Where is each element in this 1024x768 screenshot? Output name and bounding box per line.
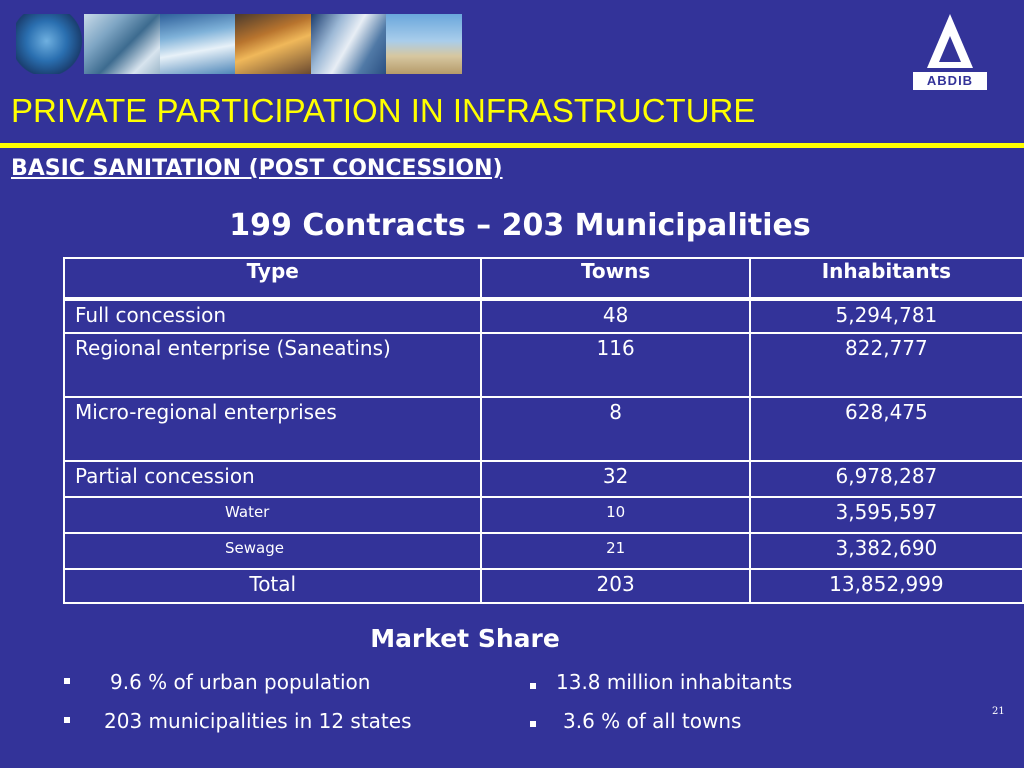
bullet-icon: [64, 717, 70, 723]
page-subtitle: BASIC SANITATION (POST CONCESSION): [11, 156, 503, 181]
table-total-row: Total 203 13,852,999: [62, 568, 1024, 604]
table-row: Partial concession 32 6,978,287: [62, 460, 1024, 498]
table-row: Micro-regional enterprises 8 628,475: [62, 396, 1024, 462]
cell-inhabitants: 3,382,690: [748, 532, 1024, 570]
page-title: PRIVATE PARTICIPATION IN INFRASTRUCTURE: [11, 92, 756, 129]
cell-inhabitants: 3,595,597: [748, 496, 1024, 534]
column-header-inhabitants: Inhabitants: [748, 257, 1024, 301]
bullet-icon: [64, 678, 70, 684]
abdib-logo-icon: [927, 14, 973, 68]
sanitation-table: Type Towns Inhabitants Full concession 4…: [62, 257, 1024, 604]
cell-towns: 10: [480, 496, 751, 534]
market-share-item: 9.6 % of urban population: [110, 670, 371, 694]
column-header-type: Type: [62, 257, 483, 301]
cell-type: Partial concession: [62, 460, 483, 498]
cell-type: Regional enterprise (Saneatins): [62, 332, 483, 398]
cell-inhabitants: 13,852,999: [748, 568, 1024, 604]
cell-type: Micro-regional enterprises: [62, 396, 483, 462]
market-share-item: 203 municipalities in 12 states: [104, 709, 412, 733]
industry-photo: [235, 14, 311, 74]
section-heading: 199 Contracts – 203 Municipalities: [229, 208, 811, 243]
globe-logo-photo: [16, 14, 84, 74]
cell-inhabitants: 628,475: [748, 396, 1024, 462]
cell-type: Full concession: [62, 298, 483, 334]
dam-photo: [159, 14, 236, 74]
title-divider: [0, 143, 1024, 148]
power-station-photo: [310, 14, 387, 74]
cell-inhabitants: 5,294,781: [748, 298, 1024, 334]
antenna-photo: [386, 14, 462, 74]
column-header-towns: Towns: [480, 257, 751, 301]
bullet-icon: [530, 683, 536, 689]
cell-towns: 8: [480, 396, 751, 462]
cell-towns: 116: [480, 332, 751, 398]
cell-inhabitants: 6,978,287: [748, 460, 1024, 498]
cell-towns: 32: [480, 460, 751, 498]
abdib-logo-text: ABDIB: [913, 72, 987, 90]
page-number: 21: [992, 706, 1005, 717]
table-header-row: Type Towns Inhabitants: [62, 257, 1024, 301]
market-share-title: Market Share: [370, 624, 560, 653]
treatment-plant-photo: [84, 14, 160, 74]
table-row: Water 10 3,595,597: [62, 496, 1024, 534]
cell-inhabitants: 822,777: [748, 332, 1024, 398]
table-row: Full concession 48 5,294,781: [62, 298, 1024, 334]
header-photo-banner: [16, 14, 462, 74]
market-share-item: 13.8 million inhabitants: [556, 670, 793, 694]
table-row: Sewage 21 3,382,690: [62, 532, 1024, 570]
cell-type: Total: [62, 568, 483, 604]
table-row: Regional enterprise (Saneatins) 116 822,…: [62, 332, 1024, 398]
cell-towns: 48: [480, 298, 751, 334]
bullet-icon: [530, 721, 536, 727]
cell-towns: 21: [480, 532, 751, 570]
cell-towns: 203: [480, 568, 751, 604]
market-share-item: 3.6 % of all towns: [563, 709, 742, 733]
cell-type: Sewage: [62, 532, 483, 570]
cell-type: Water: [62, 496, 483, 534]
